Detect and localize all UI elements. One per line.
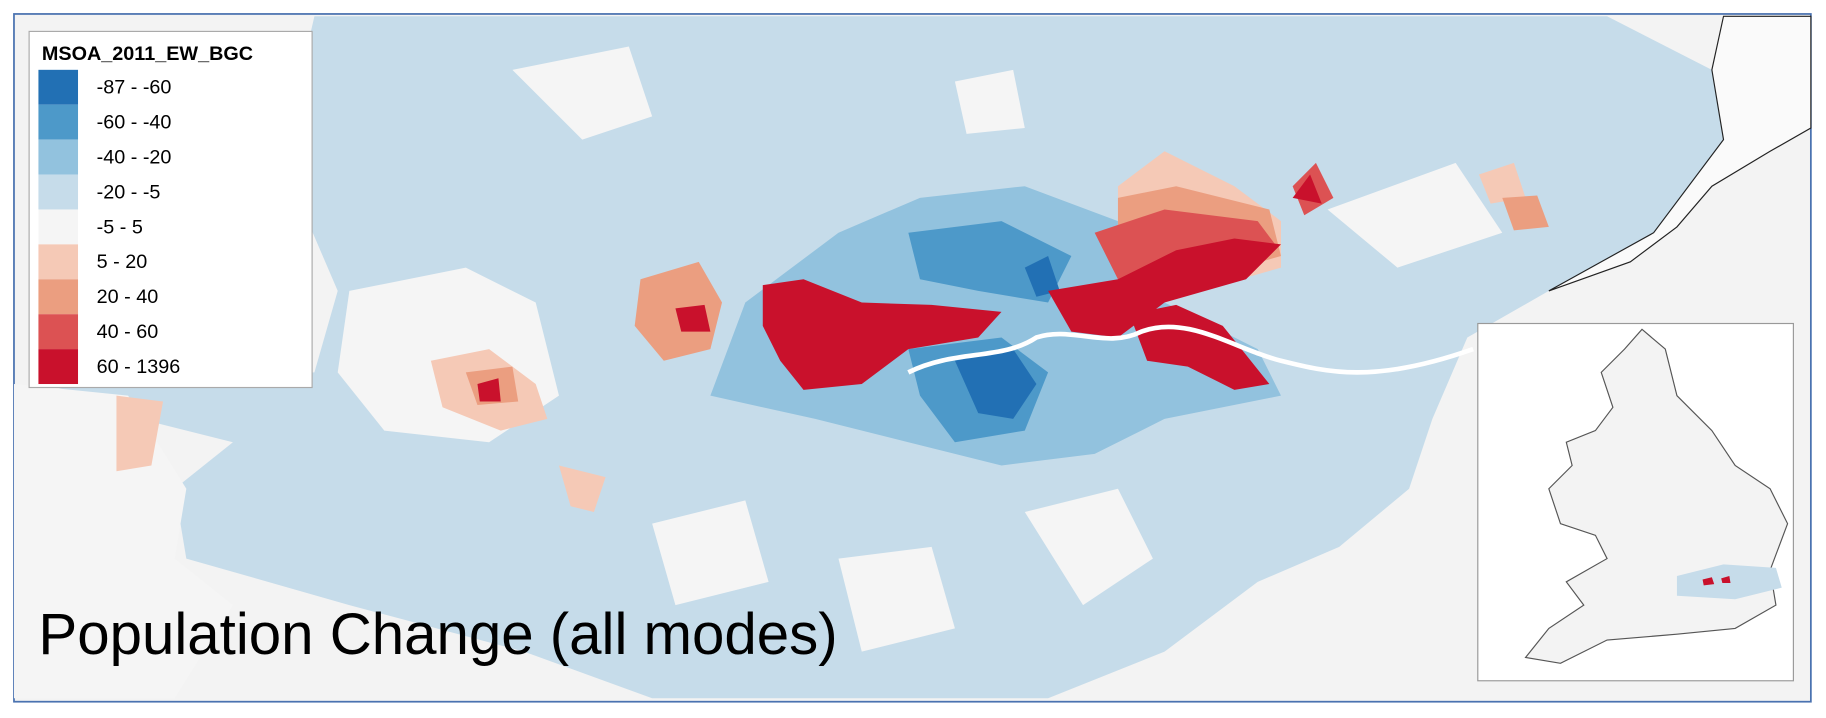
map-layer	[13, 15, 1812, 699]
legend-swatch	[38, 139, 79, 175]
region	[954, 256, 1060, 419]
legend-swatch	[38, 244, 79, 280]
legend-label: -5 - 5	[97, 216, 143, 238]
legend-label: 40 - 60	[97, 321, 159, 343]
region	[512, 46, 1503, 652]
legend-swatch	[38, 209, 79, 245]
legend-swatch	[38, 349, 79, 385]
legend-label: 20 - 40	[97, 286, 159, 308]
region	[465, 186, 1549, 405]
legend-swatch	[38, 279, 79, 315]
legend: MSOA_2011_EW_BGC -87 - -60 -60 - -40 -40 -…	[28, 30, 313, 389]
legend-label: 60 - 1396	[97, 356, 181, 378]
map-title: Population Change (all modes)	[38, 602, 837, 667]
legend-label: -40 - -20	[97, 147, 172, 169]
legend-swatch	[38, 104, 79, 140]
legend-title: MSOA_2011_EW_BGC	[42, 43, 253, 65]
inset-map	[1477, 322, 1794, 682]
region	[477, 174, 1322, 402]
legend-label: -20 - -5	[97, 181, 161, 203]
legend-label: 5 - 20	[97, 251, 148, 273]
inset-region	[1702, 576, 1731, 586]
legend-swatch	[38, 174, 79, 210]
coastline	[1548, 15, 1812, 292]
region	[13, 384, 233, 699]
legend-swatch	[38, 314, 79, 350]
river	[907, 324, 1474, 375]
legend-swatch	[38, 69, 79, 105]
legend-label: -60 - -40	[97, 112, 172, 134]
region	[710, 186, 1281, 466]
legend-label: -87 - -60	[97, 77, 172, 99]
